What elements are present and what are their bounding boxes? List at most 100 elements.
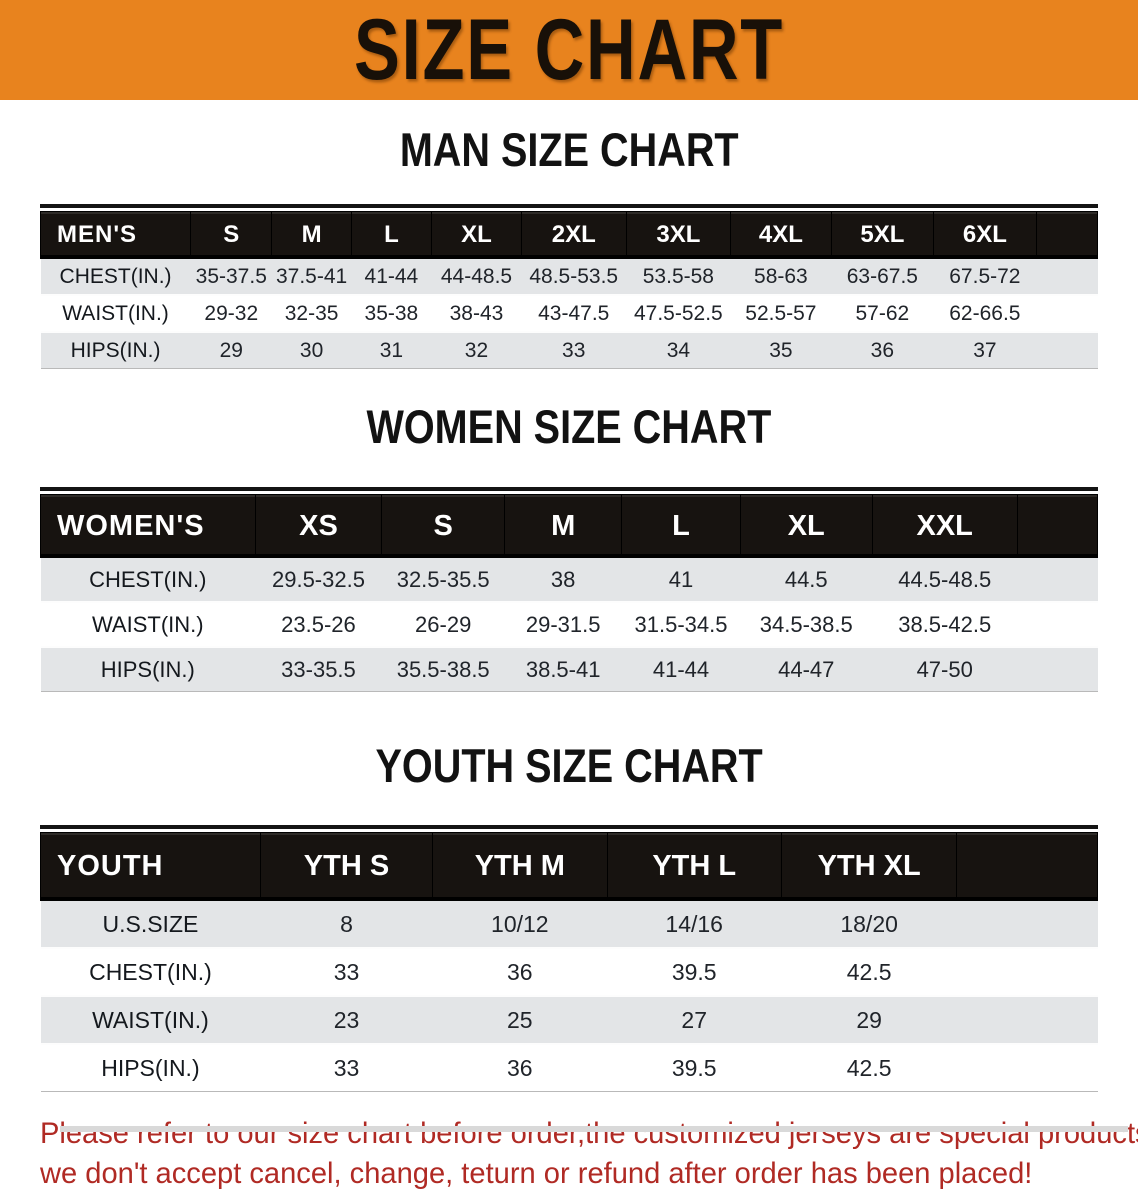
cell-spacer bbox=[1017, 557, 1098, 603]
cell-value: 10/12 bbox=[432, 900, 608, 949]
youth-hips-row: HIPS(IN.) 33 36 39.5 42.5 bbox=[40, 1044, 1098, 1092]
cell-value: 29-32 bbox=[190, 295, 272, 333]
cell-value: 39.5 bbox=[607, 1044, 782, 1092]
cell-value: 33 bbox=[260, 948, 433, 997]
cell-value: 53.5-58 bbox=[626, 258, 731, 296]
row-label: HIPS(IN.) bbox=[40, 647, 256, 692]
cell-value: 57-62 bbox=[831, 295, 934, 333]
cell-value: 29 bbox=[190, 332, 272, 369]
men-size-col: 4XL bbox=[730, 211, 832, 259]
men-section-title-text: MAN SIZE CHART bbox=[399, 124, 739, 177]
youth-size-table-frame: YOUTH YTH S YTH M YTH L YTH XL U.S.SIZE … bbox=[40, 825, 1098, 1092]
cell-value: 62-66.5 bbox=[933, 295, 1037, 333]
men-size-table: MEN'S S M L XL 2XL 3XL 4XL 5XL 6XL CHEST… bbox=[39, 211, 1099, 369]
cell-value: 31 bbox=[351, 332, 432, 369]
women-chest-row: CHEST(IN.) 29.5-32.5 32.5-35.5 38 41 44.… bbox=[40, 557, 1098, 603]
banner-title: SIZE CHART bbox=[354, 1, 784, 98]
cell-value: 23 bbox=[260, 996, 433, 1045]
cell-value: 31.5-34.5 bbox=[621, 602, 741, 648]
cell-value: 29.5-32.5 bbox=[255, 557, 382, 603]
cell-value: 36 bbox=[432, 948, 608, 997]
cell-value: 34 bbox=[626, 332, 731, 369]
men-header-spacer bbox=[1035, 211, 1099, 259]
women-size-col: XS bbox=[254, 494, 383, 558]
cell-spacer bbox=[956, 996, 1098, 1045]
youth-waist-row: WAIST(IN.) 23 25 27 29 bbox=[40, 996, 1098, 1045]
men-size-col: S bbox=[190, 211, 273, 259]
cell-spacer bbox=[1017, 647, 1098, 692]
youth-size-col: YTH L bbox=[606, 832, 782, 901]
men-size-col: 5XL bbox=[830, 211, 935, 259]
cell-value: 27 bbox=[607, 996, 782, 1045]
cell-value: 41 bbox=[621, 557, 741, 603]
women-size-col: L bbox=[621, 494, 741, 558]
cell-spacer bbox=[956, 1044, 1098, 1092]
youth-ussize-row: U.S.SIZE 8 10/12 14/16 18/20 bbox=[40, 900, 1098, 949]
cell-value: 58-63 bbox=[730, 258, 832, 296]
women-header-row: WOMEN'S XS S M L XL XXL bbox=[40, 494, 1099, 558]
women-size-col: S bbox=[381, 494, 505, 558]
men-size-col: M bbox=[271, 211, 352, 259]
cell-value: 37 bbox=[933, 332, 1037, 369]
cell-value: 35 bbox=[730, 332, 832, 369]
youth-size-col: YTH XL bbox=[780, 832, 958, 901]
men-size-col: 6XL bbox=[933, 211, 1037, 259]
women-size-col: M bbox=[503, 494, 623, 558]
cell-value: 29 bbox=[781, 996, 957, 1045]
cell-value: 25 bbox=[432, 996, 608, 1045]
men-section-title: MAN SIZE CHART bbox=[0, 124, 1138, 186]
cell-spacer bbox=[1036, 295, 1098, 333]
youth-header-label: YOUTH bbox=[40, 832, 261, 901]
cell-spacer bbox=[1036, 332, 1098, 369]
men-waist-row: WAIST(IN.) 29-32 32-35 35-38 38-43 43-47… bbox=[40, 295, 1098, 333]
youth-size-col: YTH S bbox=[259, 832, 434, 901]
cell-value: 47.5-52.5 bbox=[626, 295, 731, 333]
women-size-table: WOMEN'S XS S M L XL XXL CHEST(IN.) 29.5-… bbox=[40, 494, 1099, 692]
cell-spacer bbox=[956, 948, 1098, 997]
cell-value: 23.5-26 bbox=[255, 602, 382, 648]
youth-header-row: YOUTH YTH S YTH M YTH L YTH XL bbox=[40, 832, 1098, 901]
row-label: WAIST(IN.) bbox=[40, 996, 261, 1045]
cell-spacer bbox=[1017, 602, 1098, 648]
youth-size-col: YTH M bbox=[432, 832, 608, 901]
cell-value: 26-29 bbox=[381, 602, 505, 648]
bottom-divider bbox=[60, 1126, 1128, 1132]
men-size-col: 2XL bbox=[520, 211, 627, 259]
row-label: CHEST(IN.) bbox=[40, 948, 261, 997]
women-hips-row: HIPS(IN.) 33-35.5 35.5-38.5 38.5-41 41-4… bbox=[40, 647, 1098, 692]
youth-section-title: YOUTH SIZE CHART bbox=[0, 740, 1138, 802]
size-chart-banner: SIZE CHART bbox=[0, 0, 1138, 100]
cell-value: 38 bbox=[504, 557, 622, 603]
women-header-spacer bbox=[1016, 494, 1099, 558]
cell-value: 36 bbox=[831, 332, 934, 369]
men-size-table-frame: MEN'S S M L XL 2XL 3XL 4XL 5XL 6XL CHEST… bbox=[39, 204, 1099, 369]
row-label: WAIST(IN.) bbox=[40, 295, 191, 333]
cell-value: 35.5-38.5 bbox=[381, 647, 505, 692]
men-header-row: MEN'S S M L XL 2XL 3XL 4XL 5XL 6XL bbox=[39, 211, 1099, 259]
cell-value: 63-67.5 bbox=[831, 258, 934, 296]
cell-value: 67.5-72 bbox=[933, 258, 1037, 296]
youth-header-spacer bbox=[956, 832, 1098, 901]
row-label: HIPS(IN.) bbox=[40, 1044, 261, 1092]
row-label: CHEST(IN.) bbox=[40, 258, 191, 296]
cell-value: 14/16 bbox=[607, 900, 782, 949]
cell-value: 35-37.5 bbox=[190, 258, 272, 296]
women-waist-row: WAIST(IN.) 23.5-26 26-29 29-31.5 31.5-34… bbox=[40, 602, 1098, 648]
cell-value: 32-35 bbox=[271, 295, 352, 333]
cell-value: 48.5-53.5 bbox=[521, 258, 627, 296]
cell-value: 33 bbox=[521, 332, 627, 369]
cell-value: 38.5-42.5 bbox=[872, 602, 1018, 648]
men-header-label: MEN'S bbox=[39, 211, 192, 259]
cell-value: 34.5-38.5 bbox=[740, 602, 873, 648]
cell-value: 43-47.5 bbox=[521, 295, 627, 333]
men-size-col: L bbox=[350, 211, 433, 259]
cell-value: 39.5 bbox=[607, 948, 782, 997]
cell-value: 33 bbox=[260, 1044, 433, 1092]
cell-value: 32.5-35.5 bbox=[381, 557, 505, 603]
cell-value: 18/20 bbox=[781, 900, 957, 949]
row-label: U.S.SIZE bbox=[40, 900, 261, 949]
cell-value: 44-48.5 bbox=[431, 258, 522, 296]
cell-value: 44.5-48.5 bbox=[872, 557, 1018, 603]
cell-value: 52.5-57 bbox=[730, 295, 832, 333]
cell-value: 38-43 bbox=[431, 295, 522, 333]
